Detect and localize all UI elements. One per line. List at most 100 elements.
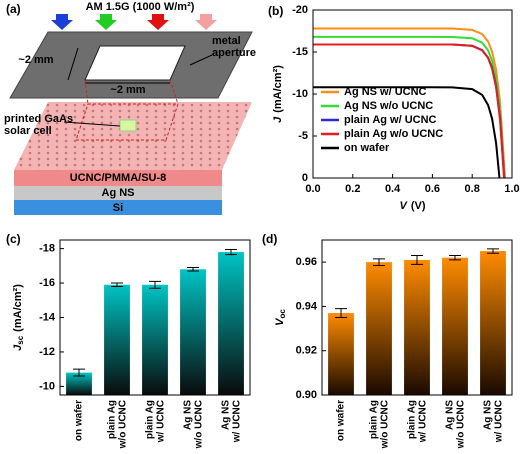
y-tick-label: 0 <box>302 172 308 184</box>
x-tick-label: 0.6 <box>425 183 440 195</box>
error-bar <box>73 368 85 377</box>
error-bar <box>187 267 199 272</box>
axis-label-part: J <box>272 116 284 123</box>
width-label: ~2 mm <box>110 84 145 96</box>
bar <box>404 259 430 395</box>
layer-label: Ag NS <box>102 187 135 199</box>
aperture-label: metal aperture <box>212 35 256 59</box>
bar <box>218 252 244 395</box>
error-bar <box>225 248 237 256</box>
layer-mid <box>14 186 222 200</box>
series-line <box>313 86 501 178</box>
bar <box>328 313 354 395</box>
cell-label: printed GaAs solar cell <box>4 113 73 137</box>
layer-label: Si <box>113 202 123 214</box>
axis-label-part: (mA/cm²) <box>12 284 24 332</box>
x-tick-label: 1.0 <box>504 183 519 195</box>
series-line <box>313 27 507 178</box>
axis-label-part: V <box>274 317 286 326</box>
axis-label: V (V) <box>399 200 425 212</box>
plot-frame <box>321 239 513 396</box>
x-tick-label: 0.4 <box>385 183 401 195</box>
y-tick-label: 0.96 <box>296 256 317 268</box>
y-tick-label: 0.94 <box>296 300 318 312</box>
legend-label: plain Ag w/ UCNC <box>344 114 437 126</box>
pointer <box>189 54 213 66</box>
pointer <box>63 121 121 127</box>
aperture <box>84 45 186 81</box>
error-bar <box>373 258 385 266</box>
cell <box>119 119 137 132</box>
y-tick-label: -16 <box>39 277 55 289</box>
x-tick-label: plain Agw/o UCNC <box>106 400 128 449</box>
legend-label: on wafer <box>344 142 390 154</box>
axis-label-part: (V) <box>411 200 426 212</box>
layer-top <box>14 170 222 186</box>
bar <box>142 284 168 395</box>
series-line <box>313 43 506 178</box>
projection <box>169 79 179 105</box>
layer-label: UCNC/PMMA/SU-8 <box>70 172 167 184</box>
x-tick-label: 0.0 <box>305 183 320 195</box>
bar <box>480 251 506 395</box>
y-tick-label: -10 <box>292 88 308 100</box>
arrow <box>195 14 217 30</box>
legend-label: Ag NS w/ UCNC <box>344 86 427 98</box>
y-tick-label: -10 <box>39 380 55 392</box>
axis-label: Jsc (mA/cm²) <box>12 284 25 351</box>
axis-label-part: J <box>12 344 24 351</box>
x-tick-label: 0.2 <box>345 183 360 195</box>
panel-label: (a) <box>6 2 21 16</box>
bar <box>104 284 130 395</box>
illumination-label: AM 1.5G (1000 W/m²) <box>86 1 195 13</box>
x-tick-label: Ag NSw/o UCNC <box>182 400 204 450</box>
axis-label: Voc <box>274 309 287 326</box>
error-bar <box>411 255 423 265</box>
y-tick-label: -12 <box>39 346 55 358</box>
error-bar <box>449 255 461 261</box>
projection <box>84 79 89 105</box>
axis-label-part: (mA/cm²) <box>272 65 284 113</box>
panel-label: (c) <box>6 232 21 246</box>
x-tick-label: 0.8 <box>465 183 480 195</box>
arrow <box>51 14 73 30</box>
x-tick-label: Ag NSw/o UCNC <box>444 400 466 450</box>
error-bar <box>149 280 161 289</box>
panel-label: (b) <box>268 4 283 18</box>
bar <box>66 372 92 395</box>
bar <box>442 257 468 395</box>
y-tick-label: -18 <box>39 243 55 255</box>
x-tick-label: plain Agw/o UCNC <box>368 400 390 449</box>
y-tick-label: 0.92 <box>296 345 317 357</box>
axis-label: J (mA/cm²) <box>272 65 284 123</box>
y-tick-label: -14 <box>39 311 56 323</box>
panel-a: (a) AM 1.5G (1000 W/m²) metal aperture ~2… <box>4 1 256 215</box>
error-bar <box>487 248 499 254</box>
y-tick-label: -5 <box>298 130 308 142</box>
axis-label-part: sc <box>16 335 25 344</box>
x-tick-label: Ag NSw/ UCNC <box>220 400 242 444</box>
error-bar <box>111 282 123 287</box>
x-tick-label: plain Agw/ UCNC <box>406 400 428 443</box>
x-tick-label: on wafer <box>74 400 85 441</box>
dimension <box>67 47 79 81</box>
y-tick-label: 0.90 <box>296 389 317 401</box>
arrow <box>147 14 169 30</box>
plot-frame <box>59 239 251 396</box>
plot-frame <box>312 9 513 179</box>
layer-bottom <box>14 200 222 215</box>
arrow <box>95 14 117 30</box>
x-tick-label: Ag NSw/ UCNC <box>482 400 504 444</box>
legend-label: plain Ag w/o UCNC <box>344 128 443 140</box>
bar <box>180 269 206 395</box>
particles <box>14 102 252 170</box>
bar <box>366 262 392 395</box>
error-bar <box>335 308 347 318</box>
axis-label-part: V <box>399 200 408 212</box>
panel-label: (d) <box>262 232 277 246</box>
axis-label-part: oc <box>278 309 287 319</box>
x-tick-label: on wafer <box>336 400 347 441</box>
y-tick-label: -20 <box>292 4 308 16</box>
y-tick-label: -15 <box>292 46 308 58</box>
